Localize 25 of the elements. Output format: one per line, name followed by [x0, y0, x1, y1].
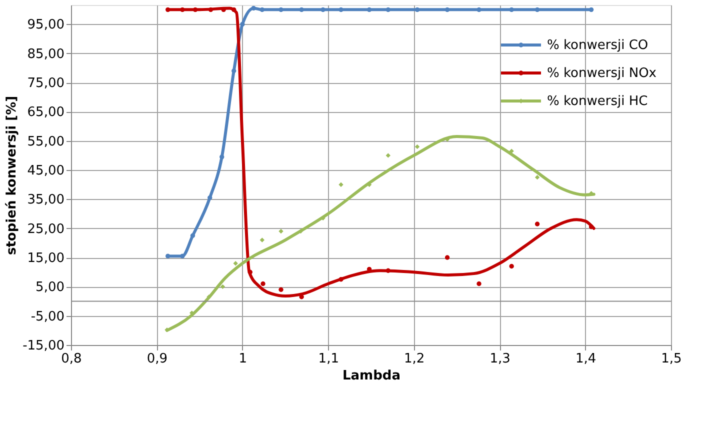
x-tick-label: 0,8: [61, 352, 82, 366]
x-tick-label: 0,9: [146, 352, 168, 366]
x-tick-label: 1,4: [575, 352, 596, 366]
legend-label: % konwersji HC: [547, 94, 648, 109]
x-tick-label: 1,3: [490, 352, 510, 366]
y-tick-label: 65,00: [27, 105, 64, 120]
y-tick-label: 5,00: [36, 280, 64, 296]
y-tick-label: 55,00: [27, 134, 64, 150]
y-tick-label: 25,00: [27, 222, 64, 237]
y-tick-label: 95,00: [27, 18, 64, 33]
y-tick-label: 75,00: [27, 76, 64, 92]
legend-label: % konwersji NOx: [547, 66, 657, 81]
y-tick-label: -5,00: [30, 309, 64, 324]
y-tick-label: 15,00: [27, 251, 64, 266]
x-tick-label: 1,5: [661, 352, 682, 366]
y-tick-label: 35,00: [27, 192, 64, 208]
x-tick-label: 1,2: [404, 352, 425, 366]
y-tick-label: -15,00: [22, 338, 64, 354]
y-axis-title: stopień konwersji [%]: [4, 96, 20, 256]
legend-label: % konwersji CO: [547, 38, 648, 53]
x-tick-label: 1,1: [318, 352, 339, 366]
x-tick-label: 1: [238, 352, 248, 366]
x-axis-title: Lambda: [342, 368, 400, 384]
y-tick-label: 85,00: [27, 46, 64, 62]
y-tick-label: 45,00: [27, 164, 64, 179]
